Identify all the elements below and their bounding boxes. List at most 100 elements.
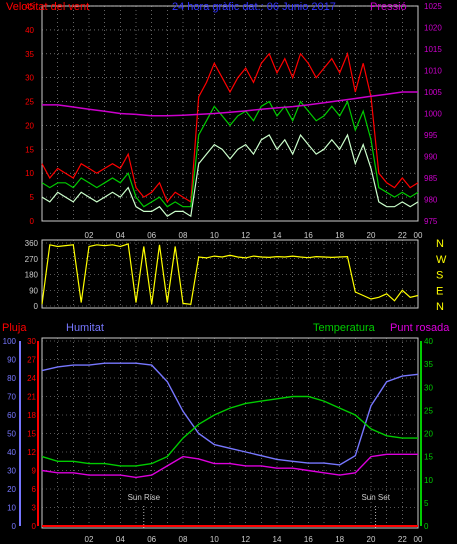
compass-label: S — [436, 270, 443, 282]
wind-ytick-label: 25 — [25, 98, 34, 107]
rain-ytick-label: 9 — [32, 467, 37, 476]
humidity-series — [41, 362, 419, 466]
rain-ytick-label: 24 — [27, 374, 36, 383]
rain-ytick-label: 21 — [27, 393, 36, 402]
compass-label: W — [436, 254, 447, 266]
pressure-ytick-label: 1010 — [424, 67, 442, 76]
humidity-ytick-label: 10 — [7, 504, 16, 513]
wind-gust-series — [41, 51, 419, 204]
humidity-ytick-label: 30 — [7, 467, 16, 476]
humidity-ytick-label: 60 — [7, 411, 16, 420]
wind-xtick-label: 10 — [210, 231, 219, 240]
wind-xtick-label: 22 — [398, 231, 407, 240]
wind-ytick-label: 0 — [30, 217, 35, 226]
wind-average-series — [41, 100, 419, 208]
humidity-ytick-label: 80 — [7, 374, 16, 383]
wind-xtick-label: 02 — [85, 231, 94, 240]
wind-ytick-label: 5 — [30, 193, 35, 202]
pressure-ytick-label: 985 — [424, 174, 438, 183]
humidity-xtick-label: 18 — [335, 535, 344, 544]
humidity-xtick-label: 06 — [147, 535, 156, 544]
direction-ytick-label: 180 — [25, 271, 39, 280]
pressure-ytick-label: 1025 — [424, 2, 442, 11]
direction-ytick-label: 360 — [25, 239, 39, 248]
temperature-ytick-label: 35 — [424, 360, 433, 369]
sun-set-label: Sun Set — [361, 493, 390, 502]
direction-ytick-label: 0 — [34, 302, 39, 311]
humidity-temperature-panel: Pluja Humitat Temperatura Punt rosada 0 1… — [2, 322, 450, 544]
wind-pressure-panel: 0510152025303540459759809859909951000100… — [6, 1, 442, 240]
rain-ytick-label: 12 — [27, 448, 36, 457]
temperature-ytick-label: 30 — [424, 383, 433, 392]
temperature-ytick-label: 0 — [424, 522, 429, 531]
wind-ytick-label: 30 — [25, 74, 34, 83]
wind-ytick-label: 40 — [25, 26, 34, 35]
wind-speed-label: Velocitat del vent — [6, 1, 89, 13]
temperature-ytick-label: 20 — [424, 430, 433, 439]
rain-ytick-label: 18 — [27, 411, 36, 420]
wind-xtick-label: 14 — [273, 231, 282, 240]
pressure-ytick-label: 1015 — [424, 45, 442, 54]
compass-label: N — [436, 301, 444, 313]
wind-ytick-label: 45 — [25, 2, 34, 11]
wind-xtick-label: 18 — [335, 231, 344, 240]
wind-ytick-label: 10 — [25, 169, 34, 178]
chart-title: 24 hora gràfic dat.: 06 Junio 2017 — [172, 1, 336, 13]
sun-rise-label: Sun Rise — [128, 493, 161, 502]
rain-ytick-label: 3 — [32, 504, 37, 513]
wind-direction-series — [41, 243, 419, 305]
temperature-ytick-label: 15 — [424, 453, 433, 462]
pressure-ytick-label: 990 — [424, 153, 438, 162]
wind-xtick-label: 12 — [241, 231, 250, 240]
humidity-xtick-label: 02 — [85, 535, 94, 544]
humidity-xtick-label: 22 — [398, 535, 407, 544]
direction-ytick-label: 270 — [25, 255, 39, 264]
pressure-ytick-label: 1020 — [424, 24, 442, 33]
temperature-ytick-label: 25 — [424, 406, 433, 415]
pressure-label: Pressió — [370, 1, 407, 13]
pressure-ytick-label: 980 — [424, 196, 438, 205]
legend-temperature: Temperatura — [313, 322, 376, 334]
humidity-ytick-label: 90 — [7, 356, 16, 365]
wind-speed-series — [41, 133, 419, 218]
wind-ytick-label: 20 — [25, 121, 34, 130]
humidity-xtick-label: 04 — [116, 535, 125, 544]
wind-xtick-label: 16 — [304, 231, 313, 240]
pressure-ytick-label: 1000 — [424, 110, 442, 119]
compass-label: N — [436, 238, 444, 250]
temperature-series — [41, 395, 418, 467]
humidity-xtick-label: 00 — [414, 535, 423, 544]
rain-ytick-label: 27 — [27, 356, 36, 365]
pressure-ytick-label: 975 — [424, 217, 438, 226]
wind-ytick-label: 15 — [25, 145, 34, 154]
direction-ytick-label: 90 — [29, 286, 38, 295]
wind-xtick-label: 04 — [116, 231, 125, 240]
humidity-xtick-label: 12 — [241, 535, 250, 544]
humidity-ytick-label: 20 — [7, 485, 16, 494]
pressure-ytick-label: 1005 — [424, 88, 442, 97]
humidity-xtick-label: 08 — [179, 535, 188, 544]
legend-rain: Pluja — [2, 322, 27, 334]
humidity-ytick-label: 0 — [12, 522, 17, 531]
rain-ytick-label: 6 — [32, 485, 37, 494]
legend-dew-point: Punt rosada — [390, 322, 450, 334]
humidity-ytick-label: 100 — [3, 337, 17, 346]
pressure-series — [42, 91, 418, 117]
humidity-xtick-label: 10 — [210, 535, 219, 544]
temperature-ytick-label: 40 — [424, 337, 433, 346]
pressure-ytick-label: 995 — [424, 131, 438, 140]
wind-xtick-label: 06 — [147, 231, 156, 240]
humidity-xtick-label: 20 — [367, 535, 376, 544]
wind-xtick-label: 00 — [414, 231, 423, 240]
temperature-ytick-label: 10 — [424, 476, 433, 485]
legend-humidity: Humitat — [66, 322, 104, 334]
wind-xtick-label: 08 — [179, 231, 188, 240]
humidity-xtick-label: 16 — [304, 535, 313, 544]
rain-ytick-label: 0 — [32, 522, 37, 531]
direction-plot-frame — [41, 239, 419, 309]
wind-xtick-label: 20 — [367, 231, 376, 240]
humidity-ytick-label: 50 — [7, 430, 16, 439]
rain-ytick-label: 30 — [27, 337, 36, 346]
